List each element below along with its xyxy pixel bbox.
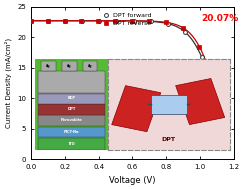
DPT forward bbox=[30, 20, 33, 22]
DPT forward bbox=[200, 56, 203, 58]
DPT reverse bbox=[80, 20, 83, 22]
DPT reverse bbox=[30, 20, 33, 22]
Line: DPT reverse: DPT reverse bbox=[29, 19, 219, 94]
DPT reverse bbox=[181, 26, 184, 29]
DPT forward bbox=[47, 20, 49, 22]
DPT reverse bbox=[164, 21, 167, 23]
DPT reverse bbox=[215, 91, 218, 94]
DPT forward bbox=[166, 22, 169, 25]
DPT reverse bbox=[131, 20, 134, 22]
DPT forward bbox=[132, 20, 135, 22]
Legend: DPT forward, DPT reverse: DPT forward, DPT reverse bbox=[101, 13, 151, 26]
Line: DPT forward: DPT forward bbox=[29, 19, 221, 106]
DPT reverse bbox=[113, 20, 116, 22]
DPT forward bbox=[98, 20, 100, 22]
DPT reverse bbox=[97, 20, 100, 22]
DPT forward bbox=[183, 31, 186, 33]
Y-axis label: Current Density (mA/cm²): Current Density (mA/cm²) bbox=[4, 38, 12, 128]
DPT forward bbox=[218, 103, 221, 105]
DPT reverse bbox=[46, 20, 49, 22]
DPT reverse bbox=[147, 20, 150, 22]
DPT forward bbox=[115, 20, 118, 22]
Text: 20.07%: 20.07% bbox=[202, 14, 239, 23]
DPT reverse bbox=[198, 46, 201, 48]
DPT forward bbox=[149, 20, 152, 22]
DPT reverse bbox=[63, 20, 66, 22]
DPT forward bbox=[64, 20, 67, 22]
DPT forward bbox=[81, 20, 84, 22]
X-axis label: Voltage (V): Voltage (V) bbox=[109, 176, 156, 185]
